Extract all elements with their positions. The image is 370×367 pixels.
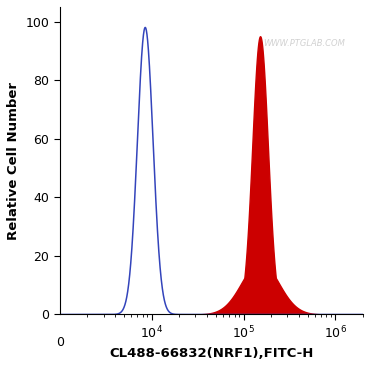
X-axis label: CL488-66832(NRF1),FITC-H: CL488-66832(NRF1),FITC-H xyxy=(109,347,314,360)
Text: 0: 0 xyxy=(56,336,64,349)
Text: WWW.PTGLAB.COM: WWW.PTGLAB.COM xyxy=(263,39,345,48)
Y-axis label: Relative Cell Number: Relative Cell Number xyxy=(7,82,20,240)
